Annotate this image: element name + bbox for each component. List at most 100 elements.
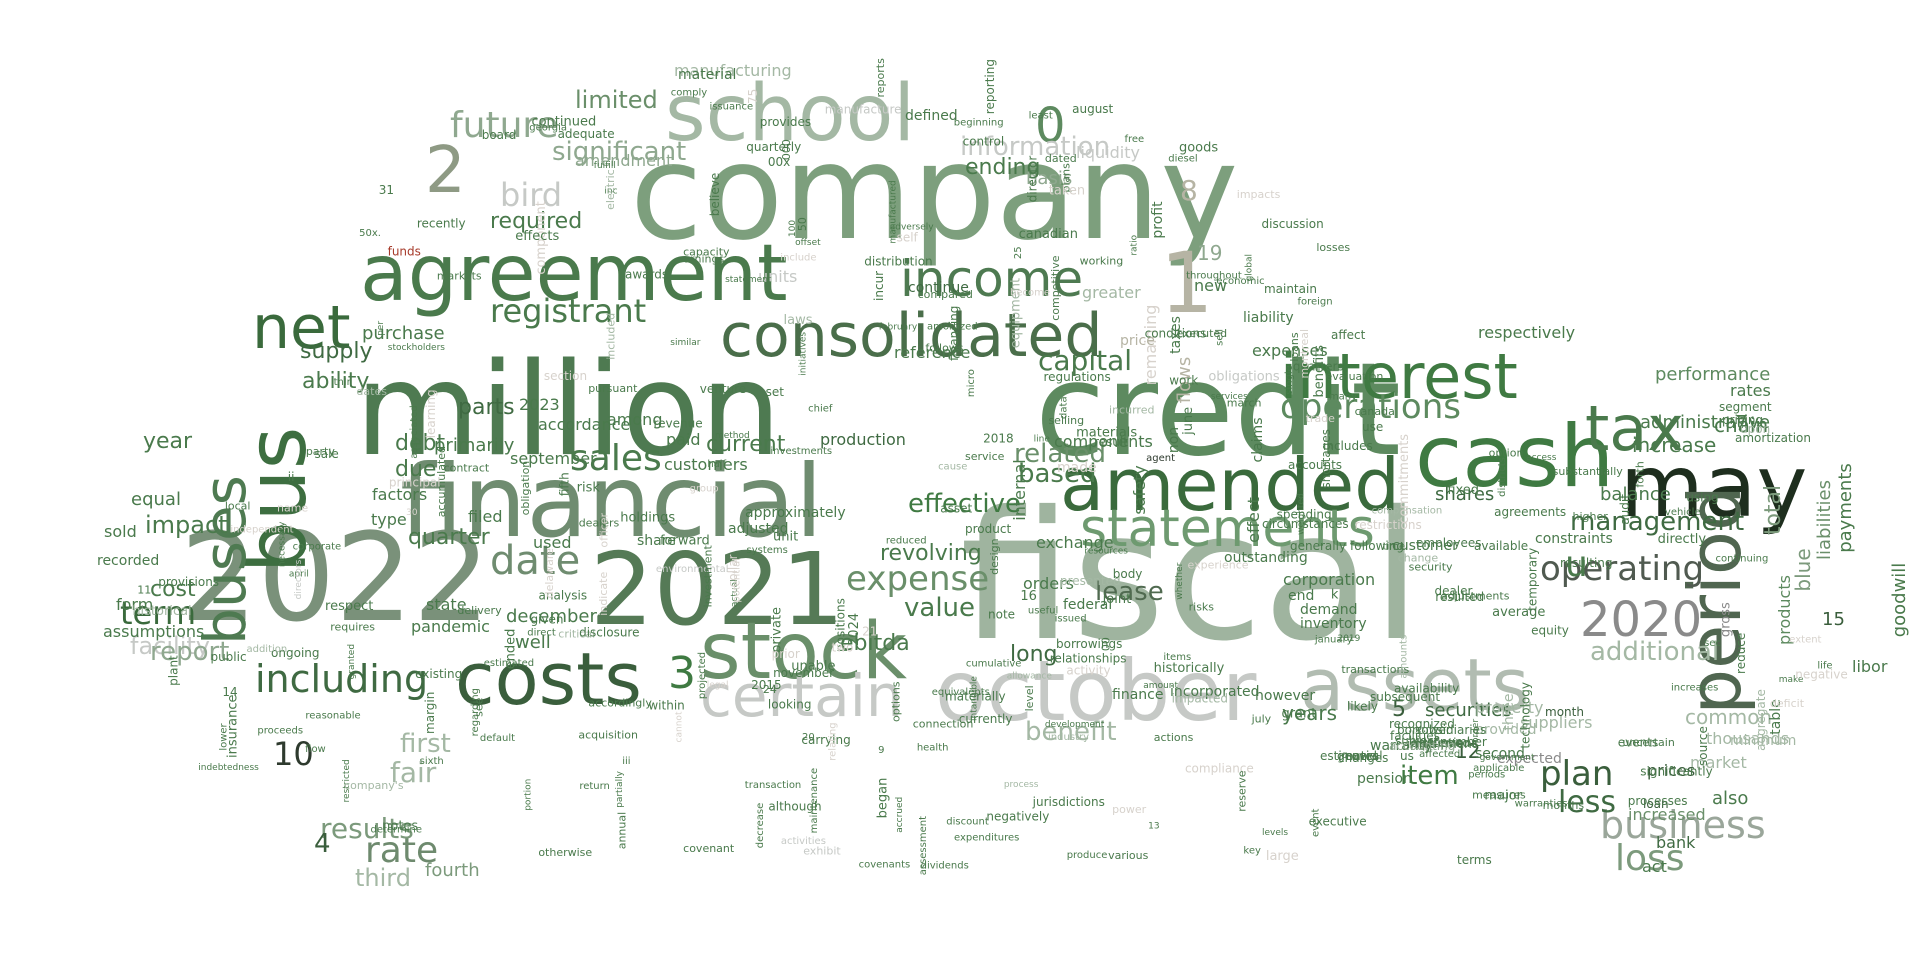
- word-operating: operating: [1540, 549, 1704, 589]
- word-conditions: conditions: [1145, 327, 1207, 341]
- word-12: 12: [1455, 739, 1480, 763]
- word-substantially: substantially: [1553, 465, 1624, 478]
- word-large: large: [1266, 849, 1299, 864]
- word-technology: technology: [1519, 682, 1533, 749]
- word-awards: awards: [625, 267, 668, 281]
- word-relating: relating: [827, 722, 838, 760]
- word-however: however: [1255, 688, 1315, 704]
- word-transaction: transaction: [745, 780, 802, 791]
- word-three: three: [1501, 693, 1517, 730]
- word-limited: limited: [575, 86, 658, 114]
- word-average: average: [1492, 605, 1545, 620]
- word-50: 50: [796, 217, 809, 231]
- word-warranties: warranties: [1515, 798, 1568, 809]
- word-regarding: regarding: [470, 688, 481, 736]
- word-audit: audit: [1618, 494, 1632, 525]
- word-income: income: [900, 250, 1083, 308]
- word-affect: affect: [1331, 328, 1366, 342]
- word-prices: prices: [1647, 761, 1695, 780]
- word-administrative: administrative: [1640, 412, 1770, 433]
- word-provided: provided: [1475, 722, 1536, 738]
- word-principal: principal: [389, 476, 441, 490]
- word-systems: systems: [747, 545, 788, 556]
- word-result: result: [1094, 435, 1128, 449]
- word-continue: continue: [908, 280, 969, 296]
- word-products: products: [1775, 575, 1794, 645]
- word-balance: balance: [1600, 484, 1671, 505]
- word-addition: addition: [246, 644, 287, 655]
- word-legal: legal: [707, 681, 729, 691]
- word-activity: activity: [1066, 663, 1110, 677]
- word-form: form: [116, 595, 153, 614]
- word-manufactured: manufactured: [888, 180, 898, 243]
- word-effective: effective: [908, 489, 1021, 519]
- word-additional: additional: [1590, 637, 1719, 667]
- word-19: 19: [1197, 241, 1222, 265]
- word-uncertain: uncertain: [1622, 736, 1674, 749]
- word-holdings: holdings: [620, 511, 675, 526]
- word-liquidity: liquidity: [1076, 143, 1140, 162]
- word-financing: financing: [947, 306, 961, 361]
- word-sell: sell: [1215, 329, 1226, 346]
- word-4: 4: [314, 829, 331, 859]
- word-financial: financial: [400, 443, 823, 560]
- word-december: december: [506, 606, 598, 627]
- word-quarterly: quarterly: [746, 140, 801, 154]
- word-maintenance: maintenance: [809, 768, 820, 834]
- word-inc: inc: [604, 187, 617, 197]
- word-net: net: [252, 293, 350, 363]
- word-relationships: relationships: [1050, 652, 1127, 666]
- word-provides: provides: [760, 115, 811, 129]
- word-necessary: necessary: [277, 521, 287, 567]
- word-50x-: 50x.: [359, 228, 381, 239]
- word-competitive: competitive: [1049, 255, 1062, 320]
- word-deficit: deficit: [1770, 697, 1805, 710]
- word-risks: risks: [1189, 600, 1215, 613]
- word-terms: terms: [1457, 853, 1492, 867]
- word-00: 00: [1099, 637, 1112, 651]
- word-certain: certain: [700, 662, 903, 730]
- word-safety: safety: [1130, 465, 1149, 514]
- word-month: month: [1545, 705, 1584, 719]
- word-cumulative: cumulative: [966, 658, 1022, 669]
- word-accounting: accounting: [1389, 739, 1455, 753]
- word-31: 31: [379, 183, 394, 197]
- word-component: component: [534, 201, 549, 275]
- word-canada: canada: [1355, 405, 1395, 418]
- word-9: 9: [878, 745, 884, 756]
- word-changes: changes: [1338, 751, 1388, 765]
- word-assets: assets: [1300, 643, 1529, 727]
- word-intangible: intangible: [970, 676, 980, 721]
- word-extent: extent: [1789, 634, 1821, 645]
- word-state: state: [426, 595, 467, 614]
- word-change: change: [1398, 551, 1439, 564]
- word-time: time: [1383, 541, 1406, 552]
- word-regulations: regulations: [1044, 370, 1111, 384]
- word-table: table: [1768, 699, 1784, 734]
- word-rates: rates: [1730, 381, 1771, 400]
- word-working: working: [1080, 255, 1124, 268]
- word-following: following: [1350, 539, 1404, 553]
- word-maintain: maintain: [1264, 282, 1317, 296]
- word-health: health: [917, 742, 949, 753]
- word-allowance: allowance: [1007, 671, 1053, 681]
- word-c: c: [1341, 750, 1347, 761]
- word-actual: actual: [730, 579, 740, 607]
- word-product: product: [965, 522, 1011, 536]
- word-16: 16: [1020, 589, 1037, 604]
- word-two: two: [831, 641, 853, 655]
- word-loans: loans: [1288, 332, 1301, 361]
- word-indebtedness: indebtedness: [198, 763, 259, 773]
- word-corporation: corporation: [1283, 570, 1375, 589]
- word-results: results: [320, 812, 414, 845]
- word-notes: notes: [382, 819, 418, 834]
- word-2024: 2024: [847, 613, 862, 646]
- word-party: party: [306, 445, 336, 458]
- word-obligation: obligation: [519, 461, 532, 516]
- word-00x: 00x: [768, 155, 790, 169]
- word-thousands: thousands: [1706, 729, 1789, 748]
- word-directors: directors: [294, 559, 304, 599]
- word-profit: profit: [1150, 201, 1166, 239]
- word-gross: gross: [1719, 602, 1734, 637]
- word-july: july: [1251, 713, 1272, 726]
